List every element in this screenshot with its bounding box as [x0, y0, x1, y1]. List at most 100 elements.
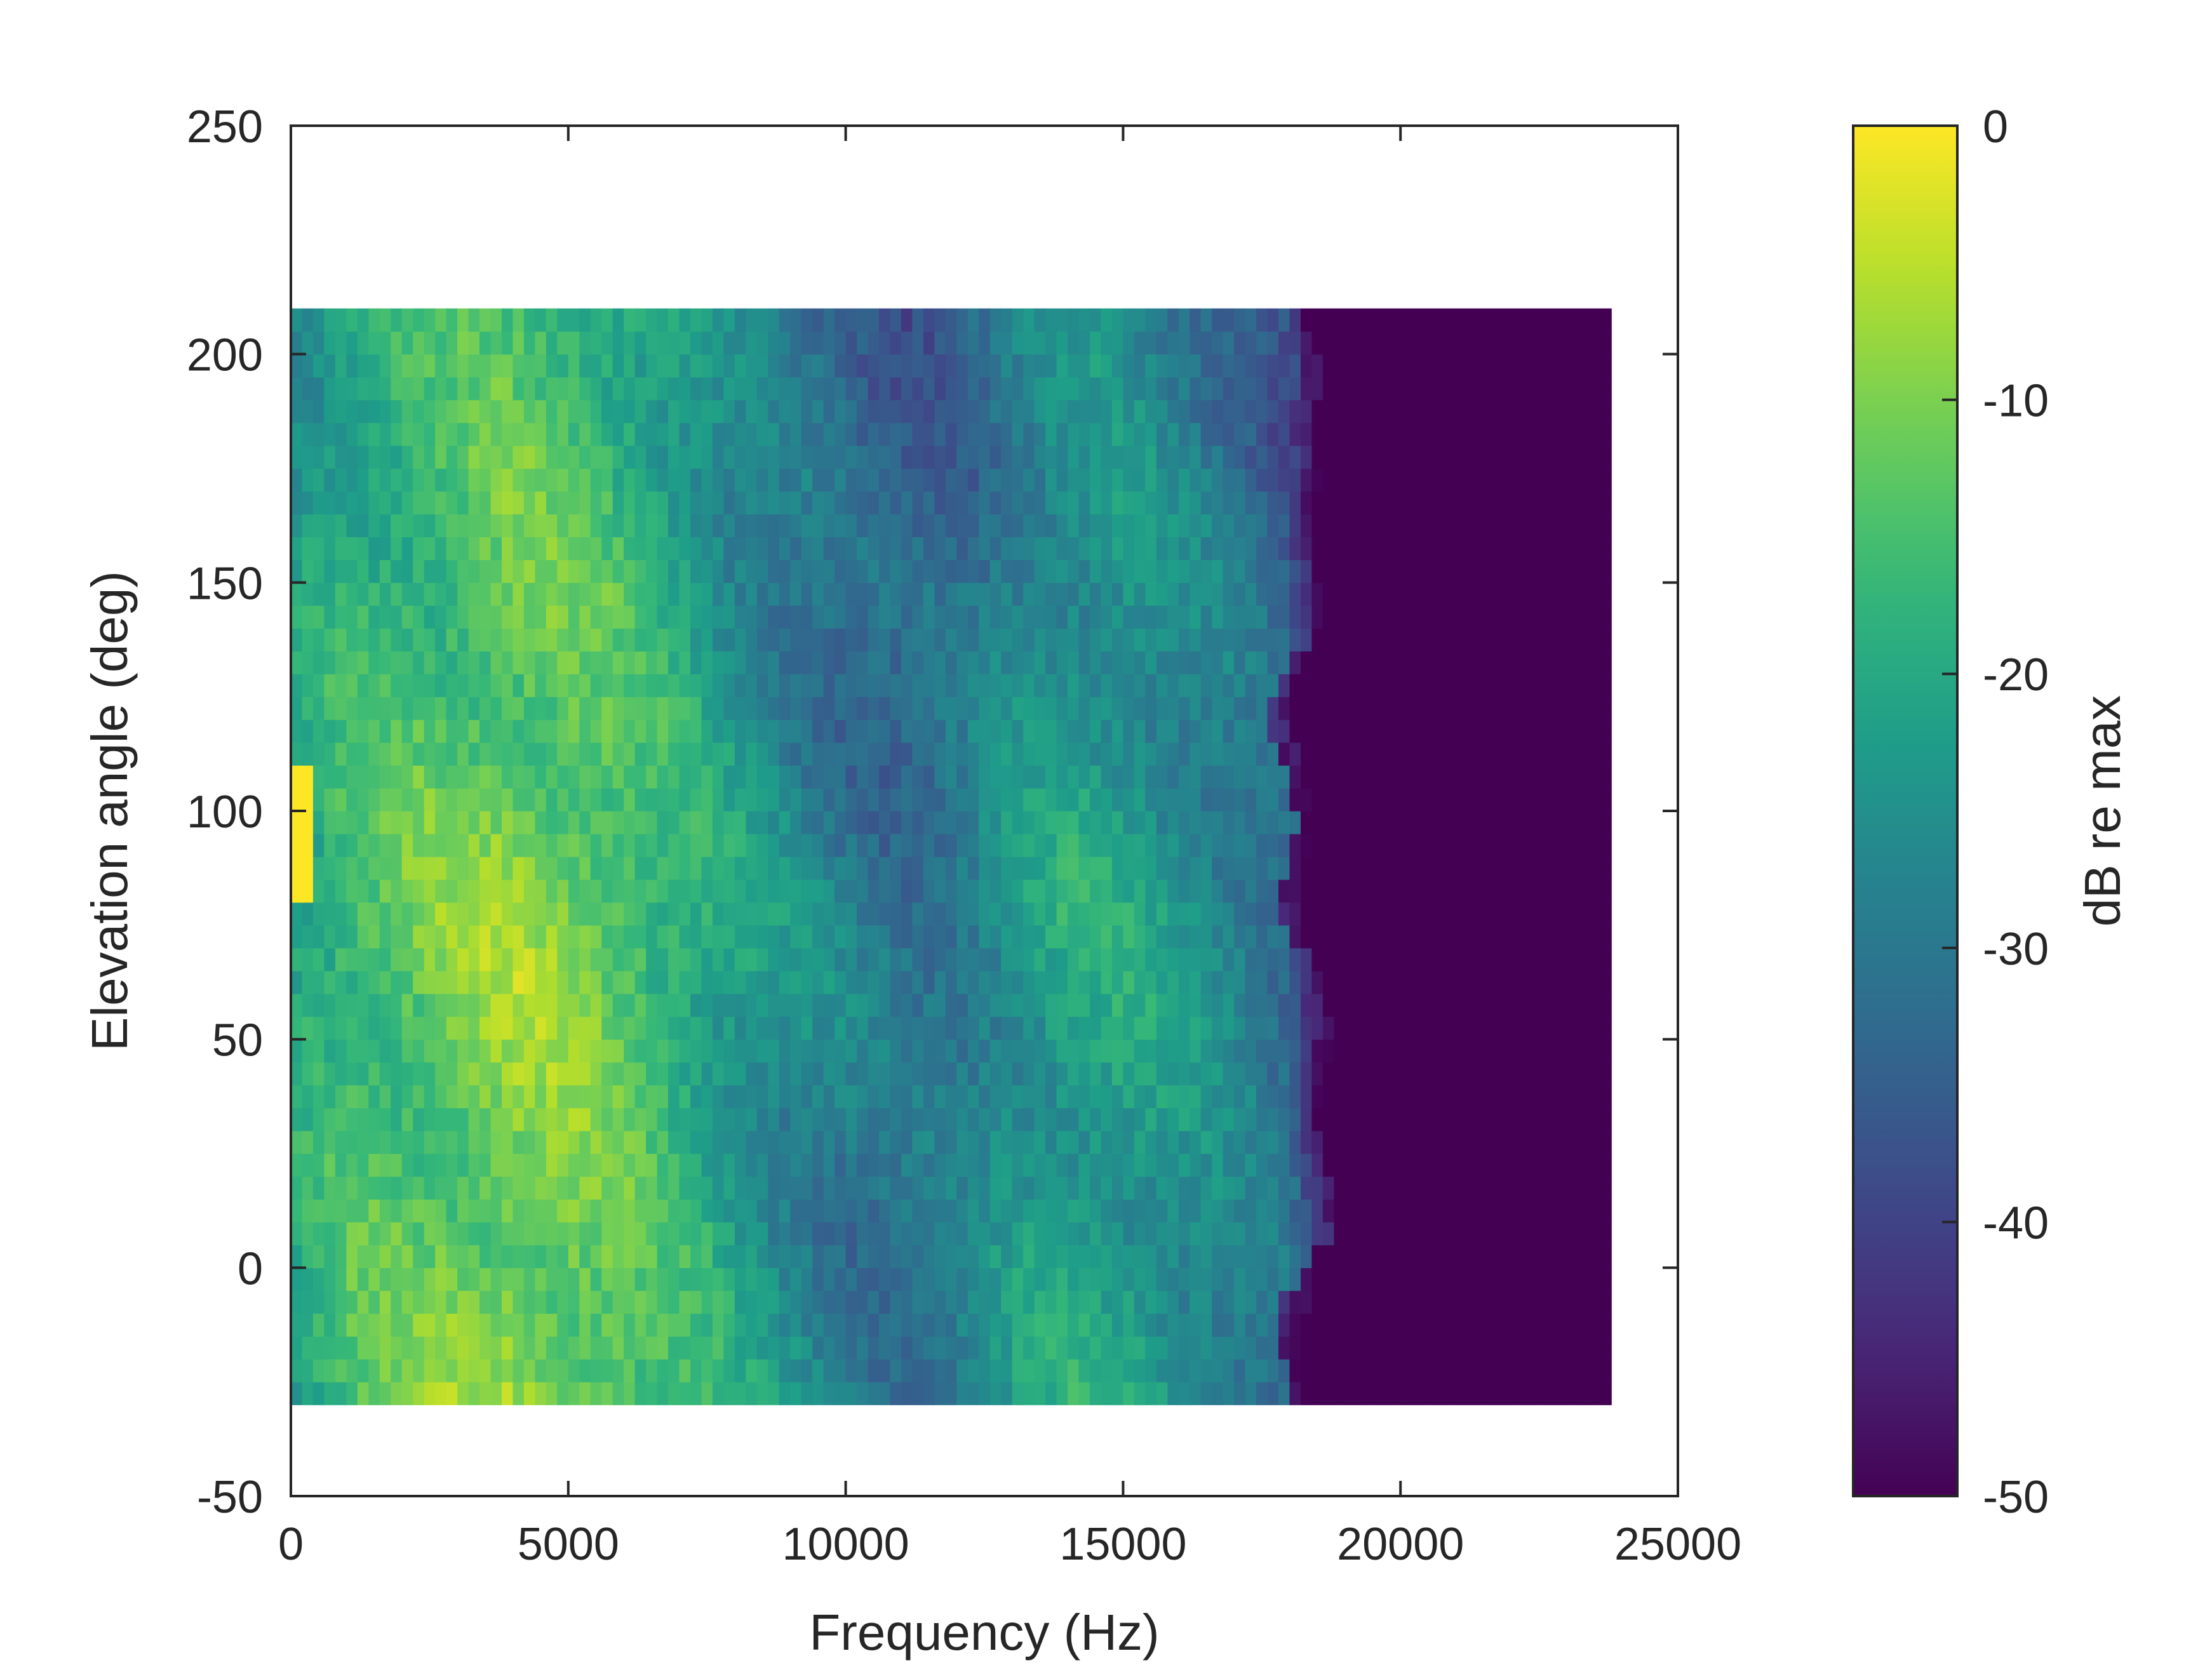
- heatmap-cell: [1056, 902, 1068, 926]
- heatmap-cell: [1111, 1039, 1123, 1063]
- heatmap-cell: [1423, 765, 1435, 789]
- heatmap-cell: [1234, 628, 1246, 652]
- heatmap-cell: [446, 1130, 458, 1154]
- heatmap-cell: [1212, 1199, 1224, 1222]
- heatmap-cell: [1001, 1176, 1013, 1200]
- heatmap-cell: [1101, 1336, 1113, 1360]
- heatmap-cell: [291, 1176, 303, 1200]
- heatmap-cell: [668, 651, 680, 674]
- heatmap-cell: [1334, 1199, 1346, 1222]
- heatmap-cell: [368, 628, 380, 652]
- heatmap-cell: [779, 1267, 791, 1291]
- heatmap-cell: [513, 445, 525, 469]
- heatmap-cell: [901, 1336, 913, 1360]
- heatmap-cell: [1101, 1222, 1113, 1245]
- heatmap-cell: [291, 1062, 303, 1086]
- heatmap-cell: [912, 742, 924, 766]
- heatmap-cell: [335, 1313, 347, 1337]
- heatmap-cell: [956, 1039, 969, 1063]
- heatmap-cell: [1367, 1085, 1379, 1109]
- heatmap-cell: [790, 947, 802, 972]
- heatmap-cell: [1256, 834, 1268, 857]
- heatmap-cell: [601, 834, 613, 857]
- heatmap-cell: [679, 377, 691, 401]
- heatmap-cell: [879, 765, 891, 789]
- heatmap-cell: [557, 308, 569, 332]
- heatmap-cell: [535, 788, 547, 812]
- heatmap-cell: [879, 468, 891, 492]
- heatmap-cell: [1334, 925, 1346, 949]
- heatmap-cell: [1389, 354, 1401, 378]
- heatmap-cell: [1034, 1313, 1046, 1337]
- heatmap-cell: [1111, 468, 1123, 492]
- heatmap-cell: [756, 331, 768, 355]
- heatmap-cell: [1190, 628, 1202, 652]
- heatmap-cell: [446, 354, 458, 378]
- heatmap-cell: [590, 742, 602, 766]
- heatmap-cell: [1045, 399, 1057, 424]
- heatmap-cell: [1111, 765, 1123, 789]
- heatmap-cell: [1167, 1107, 1179, 1132]
- heatmap-cell: [612, 1153, 624, 1177]
- heatmap-cell: [312, 697, 325, 720]
- heatmap-cell: [1289, 1313, 1301, 1337]
- heatmap-cell: [590, 491, 602, 515]
- heatmap-cell: [302, 788, 314, 812]
- heatmap-cell: [634, 902, 647, 926]
- heatmap-cell: [1400, 765, 1412, 789]
- heatmap-cell: [723, 765, 735, 789]
- heatmap-cell: [1012, 925, 1024, 949]
- heatmap-cell: [790, 1130, 802, 1154]
- heatmap-cell: [479, 354, 492, 378]
- heatmap-cell: [712, 856, 724, 880]
- heatmap-cell: [1389, 514, 1401, 537]
- heatmap-cell: [1256, 1199, 1268, 1222]
- heatmap-cell: [1278, 742, 1290, 766]
- heatmap-cell: [435, 491, 447, 515]
- heatmap-cell: [956, 308, 969, 332]
- heatmap-cell: [1234, 902, 1246, 926]
- heatmap-cell: [479, 674, 492, 697]
- heatmap-cell: [768, 856, 780, 880]
- heatmap-cell: [690, 308, 702, 332]
- heatmap-cell: [701, 491, 713, 515]
- heatmap-cell: [723, 399, 735, 424]
- heatmap-cell: [779, 377, 791, 401]
- heatmap-cell: [1411, 1199, 1423, 1222]
- heatmap-cell: [901, 354, 913, 378]
- heatmap-cell: [857, 1039, 869, 1063]
- heatmap-cell: [624, 354, 636, 378]
- heatmap-cell: [1178, 537, 1190, 560]
- heatmap-cell: [1200, 537, 1212, 560]
- heatmap-cell: [746, 765, 758, 789]
- heatmap-cell: [634, 947, 647, 972]
- heatmap-cell: [845, 879, 857, 903]
- heatmap-cell: [1156, 1176, 1168, 1200]
- heatmap-cell: [956, 879, 969, 903]
- heatmap-cell: [357, 514, 369, 537]
- heatmap-cell: [901, 537, 913, 560]
- heatmap-cell: [391, 856, 403, 880]
- heatmap-cell: [823, 377, 835, 401]
- heatmap-cell: [424, 1153, 436, 1177]
- heatmap-cell: [868, 719, 880, 743]
- heatmap-cell: [1012, 902, 1024, 926]
- heatmap-cell: [368, 1016, 380, 1040]
- heatmap-cell: [302, 1245, 314, 1268]
- heatmap-cell: [1278, 1039, 1290, 1063]
- heatmap-cell: [1356, 719, 1368, 743]
- heatmap-cell: [535, 1176, 547, 1200]
- heatmap-cell: [668, 628, 680, 652]
- heatmap-cell: [479, 742, 492, 766]
- heatmap-cell: [435, 1039, 447, 1063]
- heatmap-cell: [1101, 537, 1113, 560]
- heatmap-cell: [1023, 742, 1035, 766]
- heatmap-cell: [424, 834, 436, 857]
- heatmap-cell: [657, 925, 669, 949]
- heatmap-cell: [979, 377, 991, 401]
- heatmap-cell: [1056, 331, 1068, 355]
- heatmap-cell: [601, 674, 613, 697]
- heatmap-cell: [401, 1039, 413, 1063]
- heatmap-cell: [823, 765, 835, 789]
- heatmap-cell: [835, 605, 847, 629]
